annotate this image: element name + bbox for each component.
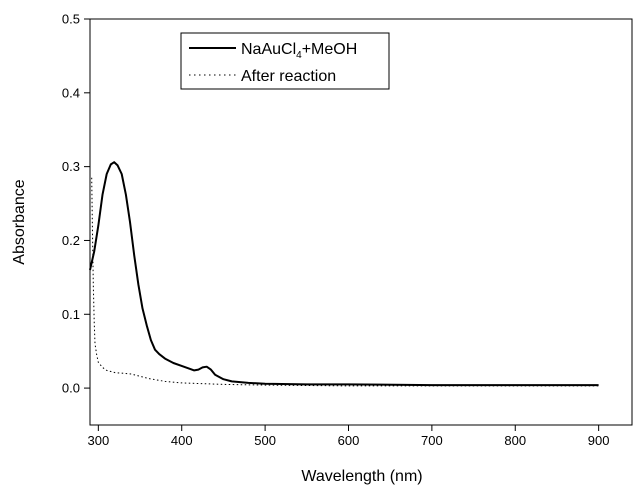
x-tick-label: 500 [254, 433, 276, 448]
y-tick-label: 0.5 [62, 12, 80, 27]
y-tick-label: 0.4 [62, 85, 80, 100]
legend-entry-1-sub: 4 [296, 50, 302, 61]
legend-entry-1-rest: +MeOH [302, 41, 358, 58]
x-tick-label: 900 [588, 433, 610, 448]
legend-box [180, 32, 390, 90]
legend-entry-1-main: NaAuCl [241, 41, 296, 58]
axis-ticks: 300 400 500 600 700 800 900 0.0 0.1 0.2 0.3 0.4 0.5 [62, 12, 610, 449]
series-line-2 [91, 177, 599, 387]
legend-entry-2: After reaction [241, 68, 336, 85]
x-tick-label: 300 [87, 433, 109, 448]
series-line-1 [89, 161, 599, 387]
legend: NaAuCl4+MeOH After reaction [180, 32, 390, 90]
x-tick-label: 700 [421, 433, 443, 448]
y-axis-label: Absorbance [11, 179, 28, 264]
x-tick-label: 600 [338, 433, 360, 448]
y-tick-label: 0.1 [62, 307, 80, 322]
y-tick-label: 0.2 [62, 233, 80, 248]
series-lines [89, 161, 599, 387]
x-tick-label: 400 [171, 433, 193, 448]
y-tick-label: 0.0 [62, 381, 80, 396]
legend-entry-1: NaAuCl4+MeOH [241, 41, 357, 61]
y-tick-label: 0.3 [62, 159, 80, 174]
x-axis-label: Wavelength (nm) [301, 468, 422, 485]
plot-frame [89, 18, 633, 426]
x-tick-label: 800 [504, 433, 526, 448]
plot-area [89, 18, 633, 426]
